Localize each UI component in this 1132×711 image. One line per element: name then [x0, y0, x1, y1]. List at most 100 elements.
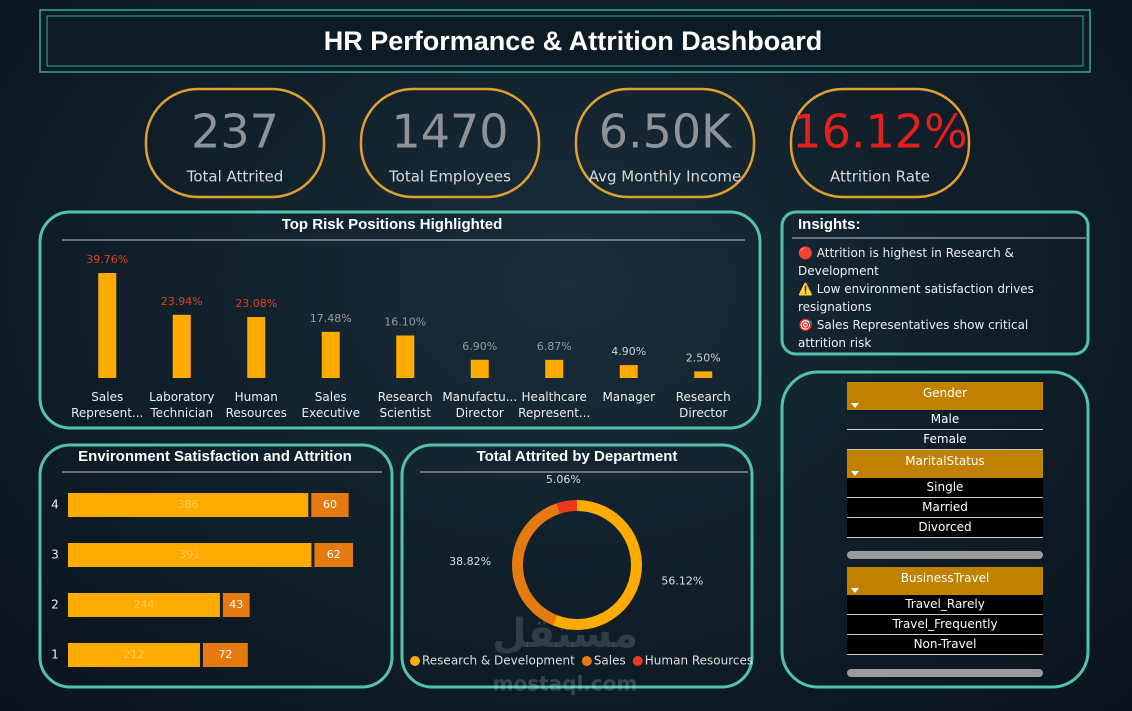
- panel: [38, 210, 762, 430]
- kpi-label: Total Employees: [388, 168, 511, 186]
- slicer-option[interactable]: Male: [847, 410, 1043, 430]
- panel: [780, 370, 1090, 689]
- legend-marker: [581, 656, 592, 666]
- value-label: 23.94%: [161, 295, 203, 308]
- kpi-label: Total Attrited: [186, 168, 284, 186]
- value-label: 38.82%: [449, 555, 491, 568]
- y-tick-label: 3: [51, 548, 59, 562]
- donut-segment: [556, 500, 577, 514]
- value-label: 17.48%: [310, 312, 352, 325]
- bar-segment: [68, 493, 309, 517]
- bar: [470, 359, 489, 378]
- kpi-card: [789, 87, 971, 199]
- slicer-header: BusinessTravel: [847, 567, 1043, 595]
- bar-segment: [202, 643, 248, 667]
- x-tick-label: Manufactu... Director: [442, 390, 518, 420]
- value-label: 60: [323, 498, 337, 511]
- value-label: 4.90%: [611, 345, 646, 358]
- panel: [38, 443, 394, 689]
- slicer: Gender Male Female: [847, 382, 1043, 450]
- value-label: 386: [178, 498, 199, 511]
- legend-label: Sales: [594, 654, 626, 668]
- slicer-toggle[interactable]: [851, 588, 859, 593]
- x-tick-label: Sales Executive: [301, 390, 360, 420]
- kpi-card: [144, 87, 326, 199]
- slicer-toggle[interactable]: [851, 471, 859, 476]
- x-tick-label: Healthcare Represent...: [518, 390, 591, 420]
- slicer-toggle[interactable]: [851, 403, 859, 408]
- bar: [172, 314, 191, 378]
- kpi-label: Attrition Rate: [830, 168, 930, 186]
- chart-title: Total Attrited by Department: [477, 448, 678, 465]
- kpi-card: [574, 87, 756, 199]
- bar: [694, 371, 713, 378]
- slicer: BusinessTravel Travel_Rarely Travel_Freque…: [847, 567, 1043, 677]
- scrollbar: [847, 551, 1043, 559]
- value-label: 6.90%: [462, 340, 497, 353]
- kpi-label: Avg Monthly Income: [589, 168, 742, 186]
- kpi-value: 6.50K: [599, 105, 733, 159]
- legend-marker: [632, 656, 643, 666]
- kpi-value: 237: [191, 105, 279, 159]
- donut-segment: [511, 503, 561, 626]
- bar-segment: [311, 493, 349, 517]
- value-label: 5.06%: [546, 473, 581, 486]
- bar: [247, 317, 266, 378]
- bar-segment: [314, 543, 353, 567]
- slicer-option[interactable]: Married: [847, 498, 1043, 518]
- bar: [98, 273, 117, 378]
- value-label: 43: [229, 598, 243, 611]
- slicer-option[interactable]: Female: [847, 430, 1043, 450]
- bar: [545, 359, 564, 378]
- value-label: 72: [218, 648, 232, 661]
- slicer-option[interactable]: Non-Travel: [847, 635, 1043, 655]
- slicer-header: Gender: [847, 382, 1043, 410]
- page-title: HR Performance & Attrition Dashboard: [324, 26, 823, 56]
- x-tick-label: Manager: [602, 390, 656, 404]
- x-tick-label: Human Resources: [225, 390, 287, 420]
- x-tick-label: Sales Represent...: [71, 390, 144, 420]
- title-frame-inner: [46, 15, 1084, 67]
- scrollbar: [847, 669, 1043, 677]
- bar: [321, 331, 340, 378]
- value-label: 23.08%: [235, 297, 277, 310]
- slicer-stack: Gender Male Female MaritalStatus Single Marri…: [847, 382, 1043, 677]
- y-tick-label: 2: [51, 598, 59, 612]
- insight-item: 🎯 Sales Representatives show critical at…: [798, 318, 1029, 350]
- slicer-option[interactable]: Single: [847, 478, 1043, 498]
- slicer-title: BusinessTravel: [900, 571, 990, 585]
- slicer: MaritalStatus Single Married Divorced: [847, 450, 1043, 559]
- value-label: 16.10%: [384, 315, 426, 328]
- insight-item: ⚠️ Low environment satisfaction drives r…: [798, 282, 1034, 314]
- y-tick-label: 4: [51, 498, 59, 512]
- value-label: 39.76%: [86, 253, 128, 266]
- bar: [619, 365, 638, 378]
- legend-marker: [410, 656, 420, 666]
- y-tick-label: 1: [51, 648, 59, 662]
- panel: [400, 443, 754, 689]
- bar-segment: [68, 643, 200, 667]
- value-label: 56.12%: [661, 574, 703, 587]
- value-label: 6.87%: [537, 340, 572, 353]
- x-tick-label: Research Scientist: [377, 390, 433, 420]
- slicer-header: MaritalStatus: [847, 450, 1043, 478]
- donut-segment: [552, 500, 642, 630]
- insight-item: 🔴 Attrition is highest in Research & Dev…: [798, 246, 1014, 278]
- x-tick-label: Research Director: [675, 390, 731, 420]
- chart-title: Top Risk Positions Highlighted: [282, 216, 503, 233]
- slicer-option[interactable]: Travel_Rarely: [847, 595, 1043, 615]
- x-tick-label: Laboratory Technician: [149, 390, 215, 420]
- slicer-title: MaritalStatus: [905, 454, 985, 468]
- slicer-option[interactable]: Travel_Frequently: [847, 615, 1043, 635]
- value-label: 62: [327, 548, 341, 561]
- panel: [780, 210, 1090, 356]
- bar: [396, 335, 415, 378]
- kpi-value: 16.12%: [792, 105, 967, 159]
- slicer-option[interactable]: Divorced: [847, 518, 1043, 538]
- value-label: 2.50%: [686, 351, 721, 364]
- insights-list: 🔴 Attrition is highest in Research & Dev…: [798, 244, 1080, 352]
- bar-segment: [68, 593, 220, 617]
- bar-segment: [68, 543, 312, 567]
